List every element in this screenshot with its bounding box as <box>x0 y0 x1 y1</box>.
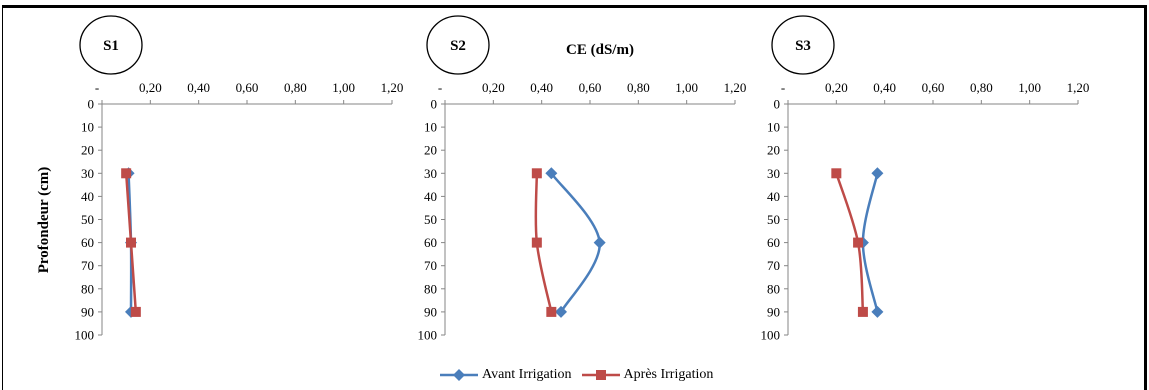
data-point-apres <box>546 306 557 317</box>
x-tick-label: - <box>438 80 442 95</box>
panel-title-circle <box>79 15 143 75</box>
panel-s3: S3 - 0,20 0,40 0,60 0,80 1,00 1,20 0 10 20 30 40 50 60… <box>761 15 1090 343</box>
y-tick-label: 20 <box>424 143 437 158</box>
x-tick-label: 0,20 <box>825 80 848 95</box>
x-tick-label: 0,80 <box>284 80 307 95</box>
panel-title-circle <box>771 15 835 75</box>
panel-title-circle <box>426 15 490 75</box>
data-point-avant <box>871 167 884 180</box>
x-tick-label: 0,40 <box>873 80 896 95</box>
y-tick-label: 50 <box>767 212 780 227</box>
x-tick-label: 1,00 <box>332 80 355 95</box>
y-tick-label: 50 <box>81 212 94 227</box>
y-tick-label: 60 <box>424 235 437 250</box>
x-tick-label: 0,60 <box>579 80 602 95</box>
legend-swatch-apres <box>581 370 620 380</box>
legend-label-apres: Après Irrigation <box>623 367 714 382</box>
y-tick-label: 90 <box>767 304 780 319</box>
x-tick-label: 0,40 <box>187 80 210 95</box>
y-tick-label: 30 <box>81 166 94 181</box>
data-point-apres <box>853 237 864 248</box>
x-tick-label: 0,60 <box>236 80 259 95</box>
y-tick-label: 30 <box>424 166 437 181</box>
legend-item-apres: Après Irrigation <box>581 367 714 383</box>
y-tick-label: 70 <box>81 258 94 273</box>
y-tick-label: 80 <box>81 281 94 296</box>
legend-item-avant: Avant Irrigation <box>440 367 572 383</box>
x-tick-label: 1,20 <box>1067 80 1090 95</box>
y-tick-label: 20 <box>81 143 94 158</box>
x-tick-label: - <box>781 80 785 95</box>
y-tick-label: 80 <box>767 281 780 296</box>
y-tick-label: 0 <box>88 97 95 112</box>
y-tick-label: 0 <box>774 97 781 112</box>
data-point-apres <box>130 306 141 317</box>
series-line-avant <box>550 172 601 313</box>
data-point-apres <box>831 168 842 179</box>
data-point-avant <box>555 305 567 318</box>
x-tick-label: 0,40 <box>530 80 553 95</box>
y-tick-label: 60 <box>81 235 94 250</box>
y-tick-label: 70 <box>767 258 780 273</box>
x-tick-label: 1,00 <box>675 80 698 95</box>
y-tick-label: 10 <box>424 120 437 135</box>
data-point-apres <box>531 168 542 179</box>
x-axis-label: CE (dS/m) <box>566 42 634 58</box>
legend-label-avant: Avant Irrigation <box>482 367 572 382</box>
y-tick-label: 50 <box>424 212 437 227</box>
frame-right-border <box>1144 5 1147 390</box>
x-tick-label: 1,00 <box>1018 80 1041 95</box>
data-point-apres <box>126 237 136 248</box>
data-point-apres <box>121 168 132 179</box>
y-tick-label: 100 <box>75 328 95 343</box>
panel-title: S2 <box>450 38 466 54</box>
x-tick-label: 1,20 <box>724 80 747 95</box>
panel-title: S3 <box>795 38 811 54</box>
panel-s2: S2 - 0,20 0,40 0,60 0,80 1,00 1,20 0 10 20 30 40 50 60… <box>418 15 747 343</box>
y-tick-label: 90 <box>81 304 94 319</box>
frame-top-border <box>2 5 1147 8</box>
y-tick-label: 90 <box>424 304 437 319</box>
x-tick-label: 0,60 <box>922 80 945 95</box>
y-axis-label: Profondeur (cm) <box>36 167 52 274</box>
y-tick-label: 10 <box>767 120 780 135</box>
x-tick-label: 0,80 <box>627 80 650 95</box>
y-tick-label: 20 <box>767 143 780 158</box>
panel-s1: S1 - 0,20 0,40 0,60 0,80 1,00 1,20 0 10 20 30 40 50 60… <box>75 15 404 343</box>
y-tick-label: 40 <box>767 189 780 204</box>
data-point-apres <box>857 306 868 317</box>
y-tick-label: 100 <box>761 328 781 343</box>
frame-left-border <box>2 5 3 390</box>
y-tick-label: 80 <box>424 281 437 296</box>
x-tick-label: 0,20 <box>139 80 162 95</box>
x-tick-label: 0,80 <box>970 80 993 95</box>
panel-title: S1 <box>103 38 119 54</box>
x-tick-label: - <box>95 80 99 95</box>
data-point-avant <box>593 236 606 249</box>
y-tick-label: 30 <box>767 166 780 181</box>
y-tick-label: 100 <box>418 328 438 343</box>
y-tick-label: 40 <box>424 189 437 204</box>
y-tick-label: 40 <box>81 189 94 204</box>
legend-swatch-avant <box>440 369 478 381</box>
x-tick-label: 0,20 <box>482 80 505 95</box>
x-tick-label: 1,20 <box>381 80 404 95</box>
data-point-avant <box>871 305 884 318</box>
legend: Avant Irrigation Après Irrigation <box>440 364 713 386</box>
data-point-apres <box>531 237 542 248</box>
y-tick-label: 0 <box>431 97 438 112</box>
y-tick-label: 70 <box>424 258 437 273</box>
data-point-avant <box>545 167 558 180</box>
y-tick-label: 60 <box>767 235 780 250</box>
y-tick-label: 10 <box>81 120 94 135</box>
